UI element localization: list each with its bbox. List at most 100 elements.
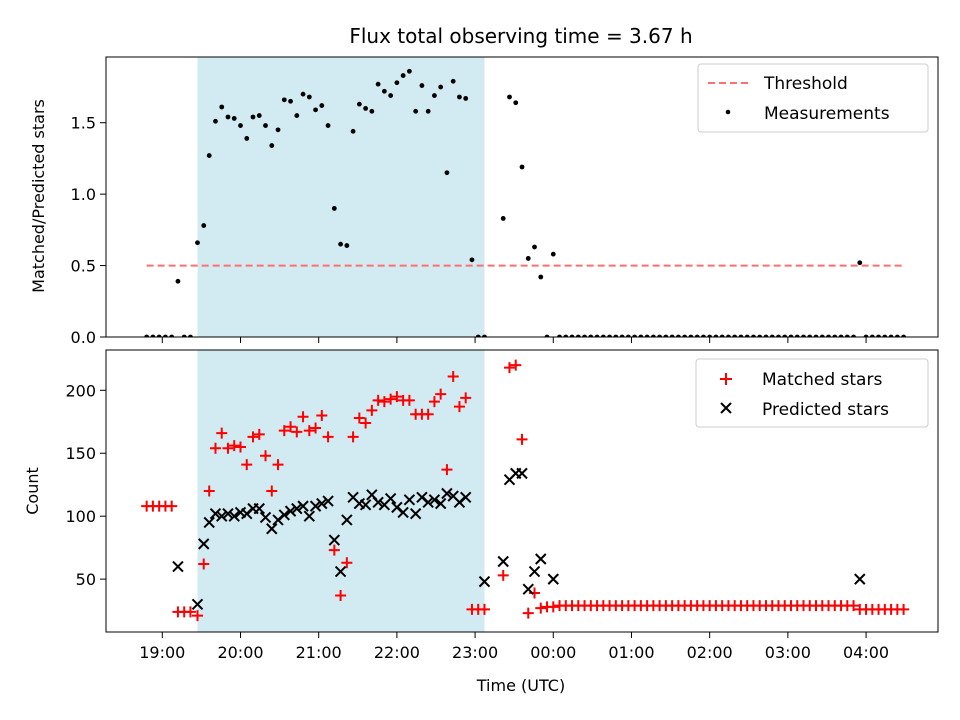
measurement-point [894, 334, 900, 337]
measurement-point [406, 68, 412, 74]
top-y-axis-label: Matched/Predicted stars [29, 99, 48, 293]
top-x-axis [161, 337, 867, 343]
predicted-star-point [528, 565, 541, 578]
measurement-point [294, 113, 300, 118]
measurement-point [507, 94, 512, 100]
matched-star-point [378, 396, 390, 408]
predicted-star-point [291, 502, 303, 515]
bottom-x-axis-label: Time (UTC) [476, 676, 565, 695]
y-tick-label: 150 [65, 444, 96, 463]
matched-star-point [198, 558, 210, 570]
figure-title: Flux total observing time = 3.67 h [349, 24, 692, 48]
measurement-point [782, 334, 788, 337]
predicted-star-point [459, 491, 472, 504]
predicted-star-point [278, 509, 290, 521]
predicted-star-point [384, 492, 397, 505]
x-tick-label: 21:00 [296, 643, 342, 662]
x-tick-label: 02:00 [687, 643, 733, 662]
measurement-point [751, 334, 756, 337]
matched-star-point [222, 442, 234, 454]
measurement-point [794, 334, 800, 337]
measurement-point [175, 278, 181, 284]
predicted-star-point [303, 510, 316, 522]
matched-legend-marker [720, 373, 732, 385]
matched-star-point [366, 404, 378, 416]
measurement-point [600, 334, 606, 337]
measurement-point [701, 334, 706, 337]
measurement-point [575, 334, 581, 337]
measurement-point [181, 334, 187, 337]
measurement-point [757, 334, 763, 337]
matched-star-point [310, 422, 322, 434]
matched-star-point [272, 459, 284, 471]
matched-star-point [535, 602, 547, 614]
measurement-point [763, 334, 769, 337]
predicted-star-point [497, 555, 509, 568]
x-tick-label: 03:00 [765, 643, 811, 662]
matched-star-point [328, 544, 340, 556]
measurement-point [231, 116, 237, 121]
bottom-panel: 50 100 150 200 19:00 20:00 21:00 22:00 23:00 00:… [23, 349, 939, 695]
measurement-point [306, 94, 312, 100]
measurement-point [206, 153, 212, 158]
y-tick-label: 0.0 [71, 328, 96, 347]
measurement-point [263, 123, 268, 128]
matched-star-point [522, 607, 534, 619]
measurement-point [625, 334, 631, 337]
matched-star-point [391, 391, 403, 403]
matched-star-point [898, 603, 910, 615]
observing-window-shade [197, 350, 485, 632]
matched-star-point [216, 427, 228, 439]
predicted-star-point [372, 496, 384, 509]
measurement-point [876, 334, 881, 337]
predicted-star-point [309, 500, 322, 512]
matched-star-point [372, 394, 384, 406]
measurement-point [732, 334, 738, 337]
measurement-point [638, 334, 644, 337]
measurement-point [813, 334, 819, 337]
measurement-point [863, 334, 869, 337]
predicted-star-point [259, 511, 272, 524]
matched-star-point [848, 600, 860, 612]
bottom-legend-box [695, 358, 929, 428]
measurement-point [300, 91, 306, 97]
measurement-point [801, 334, 806, 337]
matched-star-point [303, 425, 315, 437]
measurement-point [344, 243, 350, 248]
predicted-star-point [422, 496, 434, 509]
matched-star-point [247, 431, 259, 443]
measurement-point [882, 334, 888, 337]
measurement-point [819, 334, 825, 337]
predicted-star-point [428, 494, 441, 506]
measurement-point [713, 334, 719, 337]
measurement-point [219, 104, 225, 110]
measurement-point [688, 334, 694, 337]
measurement-point [594, 334, 600, 337]
measurement-point [425, 108, 431, 114]
predicted-legend-marker [720, 402, 732, 414]
matched-star-point [203, 485, 215, 497]
measurement-point [313, 107, 318, 113]
measurement-point [269, 143, 275, 148]
measurement-point [400, 73, 406, 78]
matched-star-point [191, 610, 203, 622]
bottom-y-axis: 50 100 150 200 [65, 381, 106, 589]
predicted-star-point [434, 497, 447, 510]
x-tick-label: 19:00 [139, 643, 185, 662]
measurement-point [413, 108, 419, 114]
measurement-point [457, 94, 462, 100]
matched-star-point [428, 396, 440, 408]
measurement-point [632, 334, 638, 337]
top-plot-area [105, 56, 939, 338]
measurement-point [663, 334, 669, 337]
measurement-point [888, 334, 894, 337]
matched-star-point [260, 450, 272, 462]
predicted-star-point [359, 499, 372, 511]
matched-star-point [335, 589, 347, 601]
predicted-star-point [253, 502, 265, 515]
predicted-star-point [403, 494, 416, 506]
top-y-axis: 0.0 0.5 1.0 1.5 [71, 114, 106, 347]
matched-star-point [503, 362, 515, 374]
y-tick-label: 50 [76, 570, 96, 589]
